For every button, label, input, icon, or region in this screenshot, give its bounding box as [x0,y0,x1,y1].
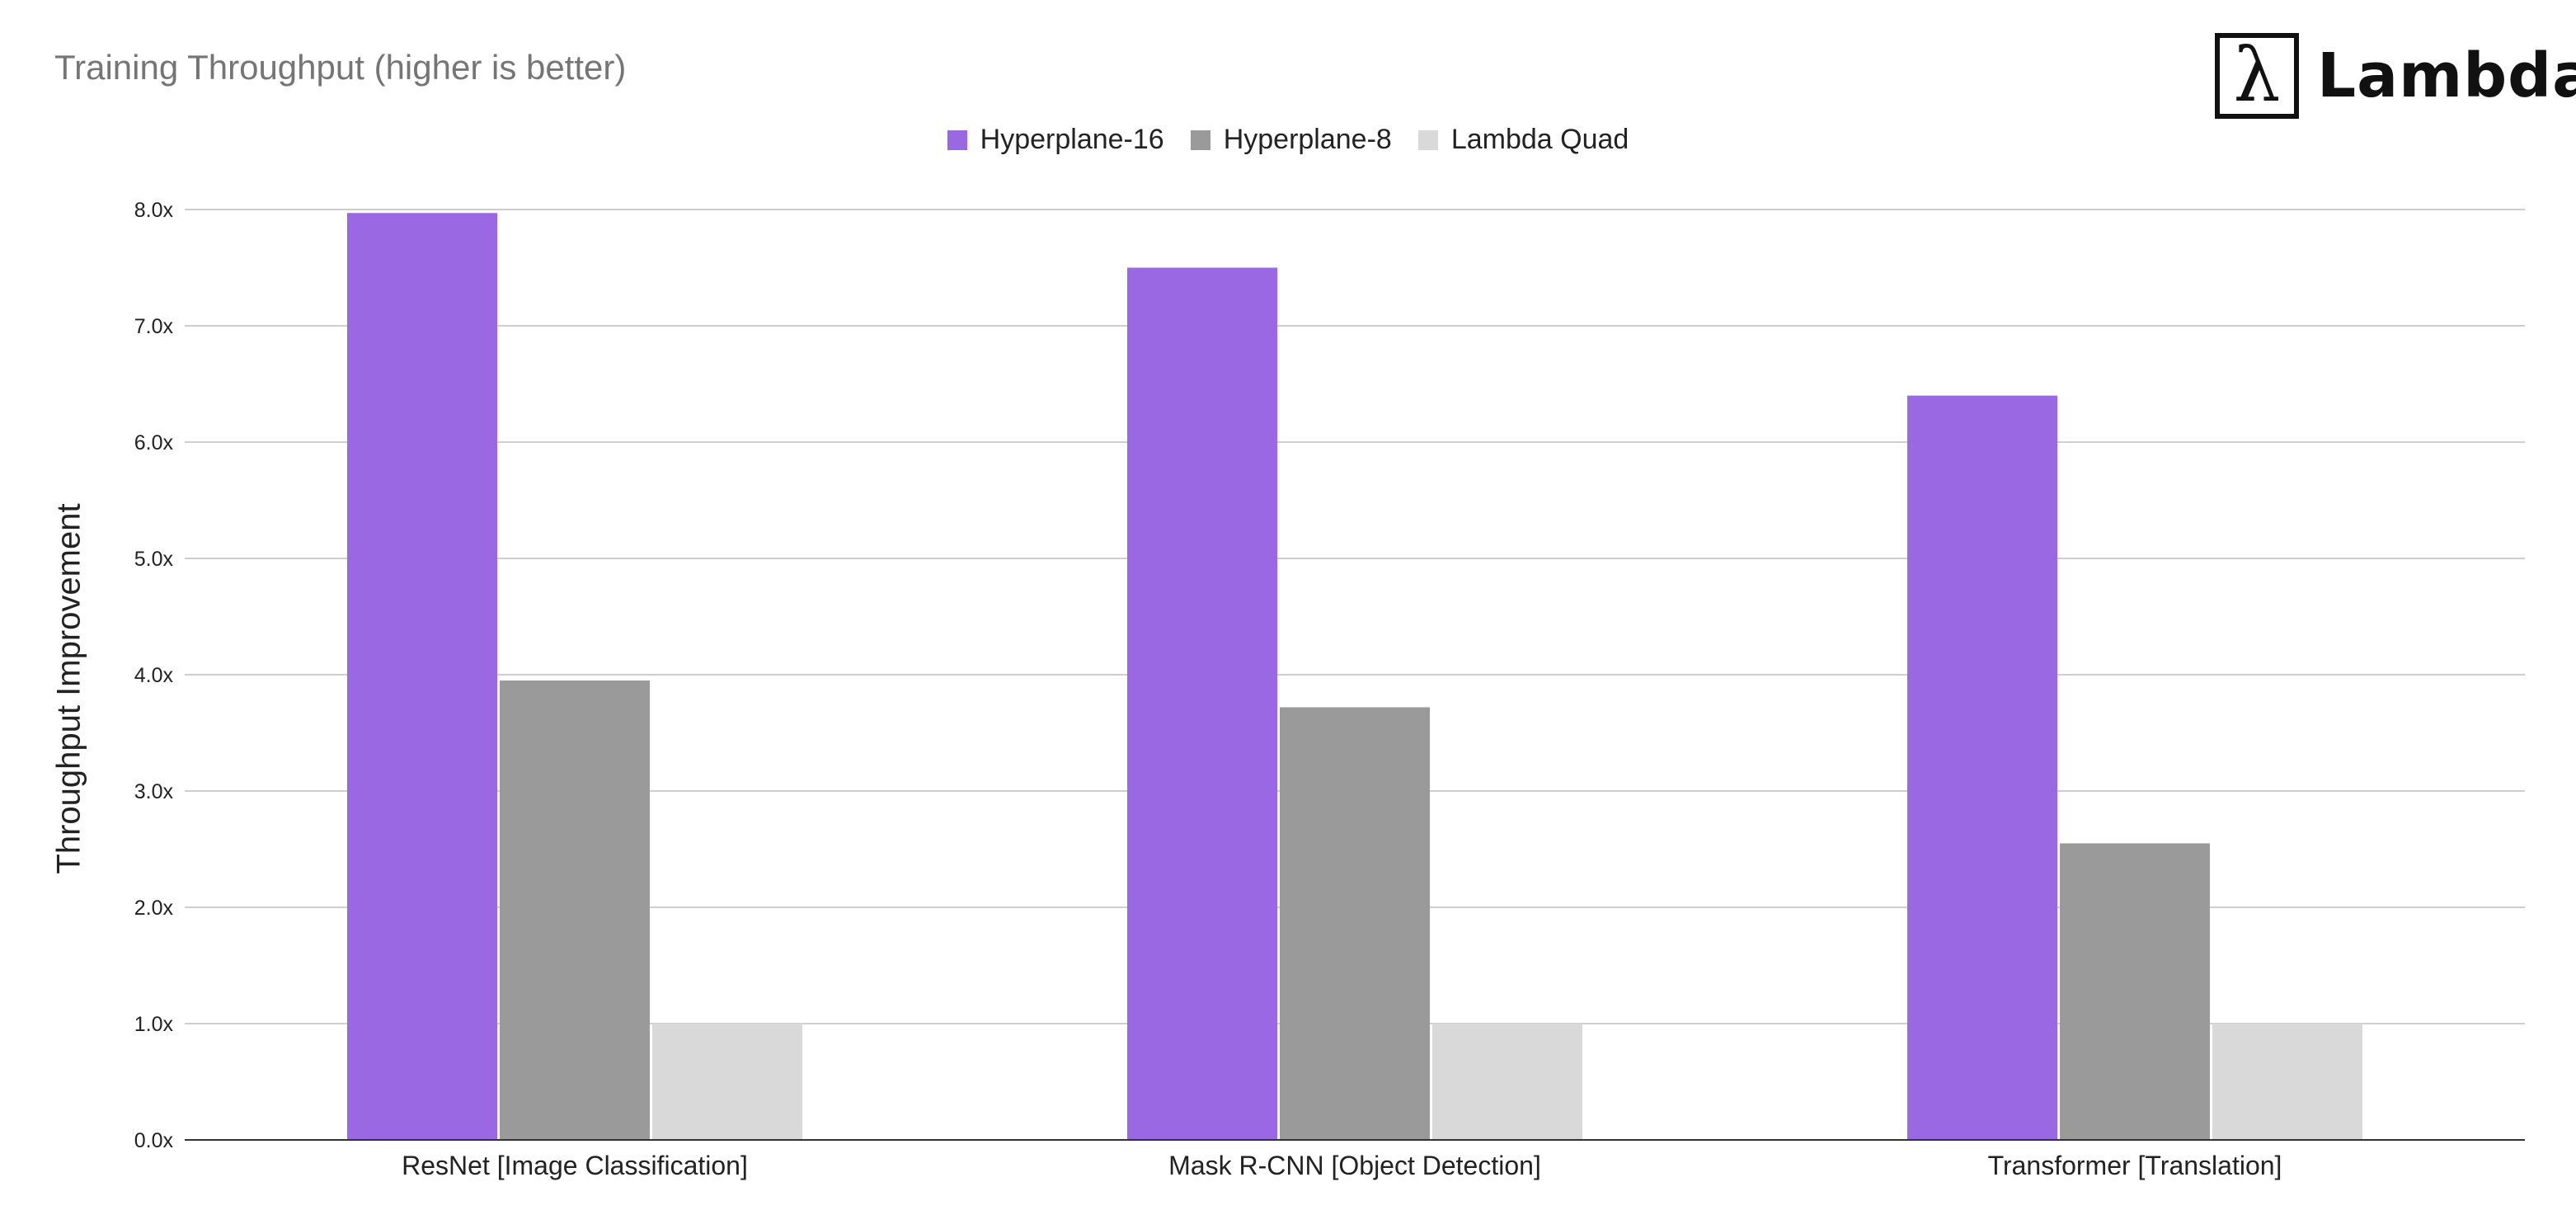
bar [1907,395,2057,1141]
bar [1127,267,1277,1140]
y-tick-label: 6.0x [134,431,174,454]
bar [1432,1024,1582,1140]
bar [347,213,497,1141]
logo-text: Lambda [2317,40,2576,111]
legend-swatch [1417,129,1438,150]
legend-swatch [947,129,967,150]
x-tick-label: Transformer [Translation] [1988,1151,2282,1180]
bar [1280,707,1430,1140]
x-tick-label: Mask R-CNN [Object Detection] [1168,1151,1541,1180]
y-tick-label: 7.0x [134,315,174,338]
y-tick-label: 2.0x [134,897,174,920]
lambda-logo: λ Lambda [2215,28,2576,124]
legend-item-hyperplane-16: Hyperplane-16 [947,124,1164,156]
bar [2212,1024,2362,1140]
legend-swatch [1190,129,1210,150]
legend-item-lambda-quad: Lambda Quad [1417,124,1629,156]
legend-item-hyperplane-8: Hyperplane-8 [1190,124,1392,156]
chart-title: Training Throughput (higher is better) [54,48,627,87]
legend-label: Lambda Quad [1450,124,1629,155]
legend-label: Hyperplane-16 [980,124,1164,155]
y-tick-label: 5.0x [134,548,174,571]
y-tick-label: 8.0x [134,199,174,222]
bar [2060,843,2210,1140]
bar [652,1024,802,1140]
bar [500,680,650,1140]
y-tick-label: 0.0x [134,1129,174,1152]
y-tick-label: 4.0x [134,664,174,687]
y-tick-label: 1.0x [134,1013,174,1036]
y-tick-label: 3.0x [134,780,174,803]
lambda-symbol-icon: λ [2215,33,2299,119]
x-tick-label: ResNet [Image Classification] [402,1151,748,1180]
legend-label: Hyperplane-8 [1223,124,1392,155]
chart-legend: Hyperplane-16 Hyperplane-8 Lambda Quad [0,124,2576,156]
